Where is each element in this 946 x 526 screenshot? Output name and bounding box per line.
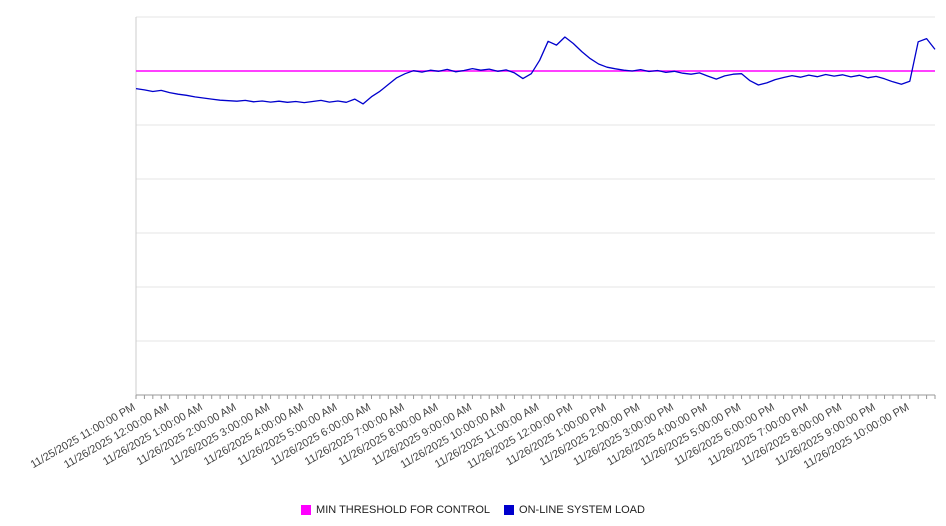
legend-item-system-load: ON-LINE SYSTEM LOAD — [504, 504, 645, 516]
chart-legend: MIN THRESHOLD FOR CONTROL ON-LINE SYSTEM… — [0, 504, 946, 516]
legend-label-min-threshold: MIN THRESHOLD FOR CONTROL — [316, 504, 491, 516]
legend-label-system-load: ON-LINE SYSTEM LOAD — [519, 504, 645, 516]
legend-item-min-threshold: MIN THRESHOLD FOR CONTROL — [301, 504, 490, 516]
system-load-swatch-icon — [504, 505, 515, 515]
system-load-line — [135, 36, 936, 105]
min-threshold-swatch-icon — [301, 505, 312, 515]
